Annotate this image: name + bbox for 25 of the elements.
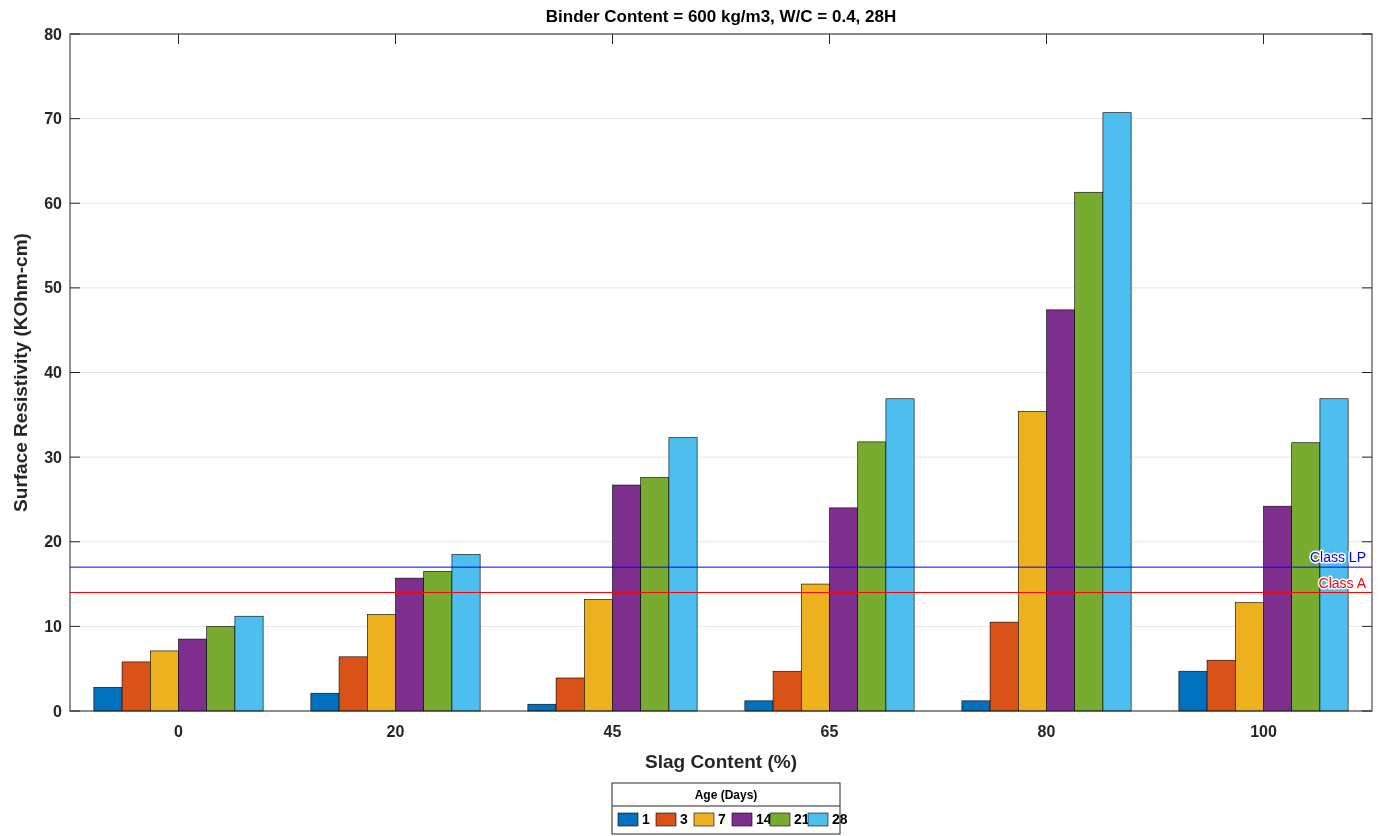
y-tick-label: 80	[44, 25, 63, 43]
y-tick-label: 70	[44, 110, 63, 128]
x-tick-label: 100	[1250, 723, 1277, 740]
y-tick-label: 20	[44, 533, 63, 551]
legend-label: 1	[642, 811, 650, 827]
x-tick-label: 65	[820, 723, 839, 740]
legend-label: 28	[832, 811, 848, 827]
x-tick-label: 80	[1037, 723, 1056, 740]
y-tick-label: 40	[44, 364, 63, 382]
chart-title: Binder Content = 600 kg/m3, W/C = 0.4, 28H	[545, 7, 897, 26]
y-tick-label: 60	[44, 194, 63, 212]
x-tick-label: 45	[603, 723, 622, 740]
legend-label: 21	[794, 811, 810, 827]
legend-label: 14	[756, 811, 772, 827]
legend-label: 3	[680, 811, 688, 827]
legend-title: Age (Days)	[694, 788, 758, 802]
x-tick-label: 0	[174, 723, 184, 740]
y-tick-label: 30	[44, 448, 63, 466]
y-tick-label: 10	[44, 617, 63, 635]
x-axis-title: Slag Content (%)	[645, 751, 797, 772]
y-axis-title: Surface Resistivity (KOhm-cm)	[10, 233, 31, 512]
y-tick-label: 50	[44, 279, 63, 297]
y-tick-label: 0	[53, 702, 63, 720]
x-tick-label: 20	[386, 723, 405, 740]
legend-label: 7	[718, 811, 726, 827]
